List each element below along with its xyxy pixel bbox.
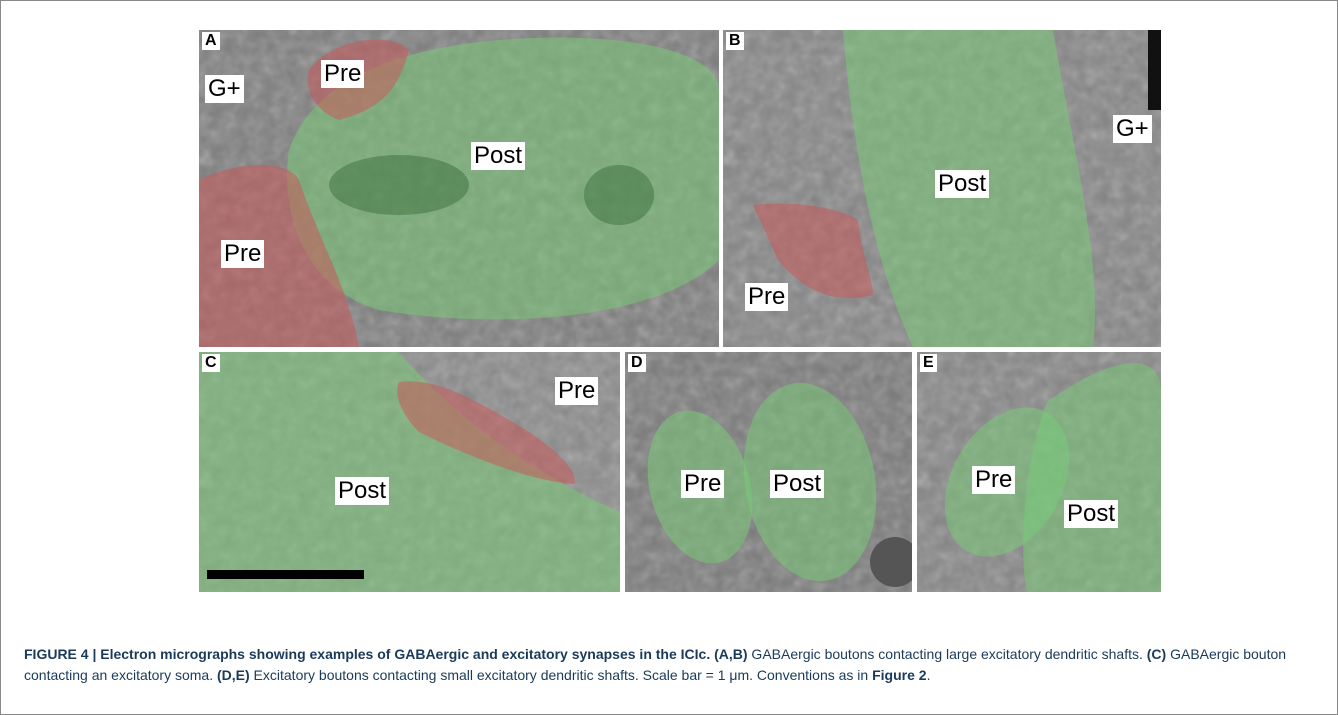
micrograph-panel: B Post G+ Pre <box>723 30 1161 347</box>
micrograph <box>199 30 719 347</box>
caption-segment: (A,B) <box>710 646 747 662</box>
structure-label: G+ <box>1113 115 1152 143</box>
figure-caption: FIGURE 4 | Electron micrographs showing … <box>24 644 1314 686</box>
caption-segment: GABAergic boutons contacting large excit… <box>748 646 1143 662</box>
structure-label: Post <box>335 477 389 505</box>
page: A G+ Pre Post Pre B Post G+ Pre C Pre Post D Pre Po… <box>0 0 1338 715</box>
structure-label: Post <box>1064 500 1118 528</box>
micrograph <box>917 352 1161 592</box>
micrograph <box>625 352 912 592</box>
structure-label: Pre <box>972 466 1015 494</box>
micrograph-panel: A G+ Pre Post Pre <box>199 30 719 347</box>
micrograph-panel: D Pre Post <box>625 352 912 592</box>
micrograph-panel: E Pre Post <box>917 352 1161 592</box>
caption-segment: (D,E) <box>213 667 250 683</box>
micrograph-panel: C Pre Post <box>199 352 620 592</box>
structure-label: Pre <box>221 240 264 268</box>
panel-letter: C <box>202 354 220 372</box>
structure-label: Post <box>935 170 989 198</box>
panel-letter: A <box>202 32 220 50</box>
structure-label: Pre <box>555 377 598 405</box>
caption-segment: (C) <box>1143 646 1166 662</box>
structure-label: Pre <box>321 60 364 88</box>
panel-letter: D <box>628 354 646 372</box>
structure-label: Post <box>770 470 824 498</box>
structure-label: Post <box>471 142 525 170</box>
structure-label: Pre <box>681 470 724 498</box>
panel-letter: E <box>920 354 937 372</box>
structure-label: Pre <box>745 283 788 311</box>
panel-letter: B <box>726 32 744 50</box>
caption-segment: . <box>927 667 931 683</box>
caption-segment: Excitatory boutons contacting small exci… <box>250 667 869 683</box>
caption-segment: FIGURE 4 | Electron micrographs showing … <box>24 646 710 662</box>
caption-segment: Figure 2 <box>868 667 926 683</box>
structure-label: G+ <box>205 75 244 103</box>
